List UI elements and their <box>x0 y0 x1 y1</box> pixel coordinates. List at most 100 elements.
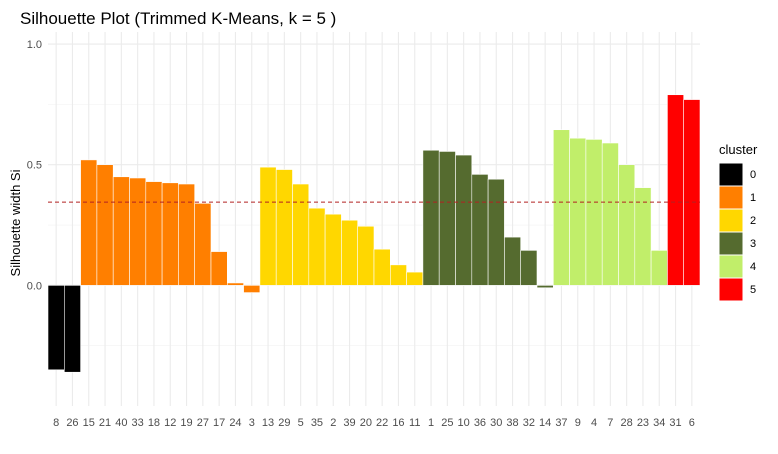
bar-obs-20 <box>357 225 375 286</box>
bar-obs-25 <box>438 151 456 286</box>
bar-obs-10 <box>455 154 473 286</box>
x-tick-label: 35 <box>311 417 323 429</box>
bar-obs-11 <box>406 271 424 286</box>
legend-swatch-3 <box>718 231 744 256</box>
x-tick-label: 31 <box>669 417 681 429</box>
x-tick-label: 13 <box>262 417 274 429</box>
bar-obs-36 <box>471 174 489 286</box>
bar-obs-24 <box>227 282 244 286</box>
x-tick-label: 24 <box>229 417 241 429</box>
bar-obs-12 <box>161 182 179 286</box>
x-tick-label: 39 <box>343 417 355 429</box>
legend-swatch-1 <box>718 185 744 210</box>
x-tick-label: 5 <box>298 417 304 429</box>
legend-label-2: 2 <box>750 215 756 227</box>
x-tick-label: 12 <box>164 417 176 429</box>
bar-obs-27 <box>194 203 212 286</box>
bar-obs-38 <box>504 236 521 286</box>
x-tick-label: 16 <box>392 417 404 429</box>
bar-obs-35 <box>308 207 326 286</box>
bar-obs-6 <box>683 99 701 286</box>
bar-obs-23 <box>634 187 652 286</box>
legend-swatch-2 <box>718 208 744 233</box>
bar-obs-37 <box>552 129 570 286</box>
x-tick-label: 30 <box>490 417 502 429</box>
chart-title: Silhouette Plot (Trimmed K-Means, k = 5 … <box>20 9 336 28</box>
bar-obs-1 <box>422 149 440 286</box>
x-tick-label: 22 <box>376 417 388 429</box>
legend-label-5: 5 <box>750 284 756 296</box>
x-tick-label: 2 <box>330 417 336 429</box>
bar-obs-8 <box>47 285 65 371</box>
legend-label-3: 3 <box>750 238 756 250</box>
x-tick-label: 17 <box>213 417 225 429</box>
bar-obs-7 <box>601 142 619 286</box>
y-axis-label: Silhouette width Si <box>8 169 23 276</box>
x-tick-label: 4 <box>591 417 597 429</box>
x-tick-label: 3 <box>249 417 255 429</box>
bar-obs-5 <box>292 183 310 286</box>
bar-obs-34 <box>650 250 668 286</box>
x-tick-label: 7 <box>607 417 613 429</box>
x-tick-label: 36 <box>474 417 486 429</box>
legend-label-0: 0 <box>750 169 756 181</box>
bar-obs-19 <box>178 183 195 286</box>
y-tick-label: 0.0 <box>27 280 42 292</box>
x-tick-label: 11 <box>409 417 420 429</box>
x-tick-label: 10 <box>458 417 470 429</box>
bar-obs-26 <box>64 285 81 373</box>
x-tick-label: 32 <box>523 417 535 429</box>
bar-obs-33 <box>129 177 147 286</box>
bar-obs-28 <box>618 164 636 286</box>
bar-obs-16 <box>389 264 407 286</box>
bar-obs-21 <box>96 164 114 286</box>
x-tick-label: 38 <box>506 417 518 429</box>
y-ticks: 0.0 0.5 1.0 <box>27 39 42 292</box>
bars-layer <box>47 94 701 373</box>
bar-obs-9 <box>569 137 587 286</box>
legend-swatch-4 <box>718 254 744 279</box>
bar-obs-18 <box>145 181 163 286</box>
x-tick-label: 6 <box>689 417 695 429</box>
x-ticks: 8 26 15 21 40 33 18 12 19 27 17 24 3 13 29 5 35 2 39 20 22 16… <box>53 417 695 429</box>
x-tick-label: 15 <box>83 417 95 429</box>
bar-obs-4 <box>585 139 603 286</box>
bar-obs-30 <box>487 178 505 286</box>
legend-swatch-5 <box>718 277 744 302</box>
bar-obs-2 <box>324 213 342 286</box>
bar-obs-40 <box>112 176 130 286</box>
x-tick-label: 1 <box>428 417 434 429</box>
legend-label-4: 4 <box>750 261 756 273</box>
x-tick-label: 33 <box>132 417 144 429</box>
bar-obs-17 <box>210 251 228 286</box>
x-tick-label: 29 <box>278 417 290 429</box>
x-tick-label: 8 <box>53 417 59 429</box>
legend-title: cluster <box>719 142 758 157</box>
x-tick-label: 19 <box>180 417 192 429</box>
x-tick-label: 26 <box>66 417 78 429</box>
x-tick-label: 25 <box>441 417 453 429</box>
x-tick-label: 40 <box>115 417 127 429</box>
y-tick-label: 0.5 <box>27 160 42 172</box>
bar-obs-22 <box>373 248 391 286</box>
bar-obs-39 <box>341 219 358 286</box>
x-tick-label: 18 <box>148 417 160 429</box>
x-tick-label: 14 <box>539 417 551 429</box>
legend-label-1: 1 <box>750 192 756 204</box>
bar-obs-13 <box>259 166 277 286</box>
x-tick-label: 20 <box>360 417 372 429</box>
bar-obs-14 <box>536 285 554 289</box>
bar-obs-29 <box>275 169 293 286</box>
legend-swatch-0 <box>718 162 744 187</box>
x-tick-label: 27 <box>197 417 209 429</box>
bar-obs-15 <box>80 159 98 286</box>
x-tick-label: 34 <box>653 417 665 429</box>
bar-obs-31 <box>667 94 685 286</box>
legend: cluster 0 1 2 3 4 5 <box>718 142 758 302</box>
bar-obs-32 <box>520 250 538 286</box>
x-tick-label: 37 <box>555 417 567 429</box>
y-tick-label: 1.0 <box>27 39 42 51</box>
x-tick-label: 23 <box>637 417 649 429</box>
x-tick-label: 28 <box>621 417 633 429</box>
